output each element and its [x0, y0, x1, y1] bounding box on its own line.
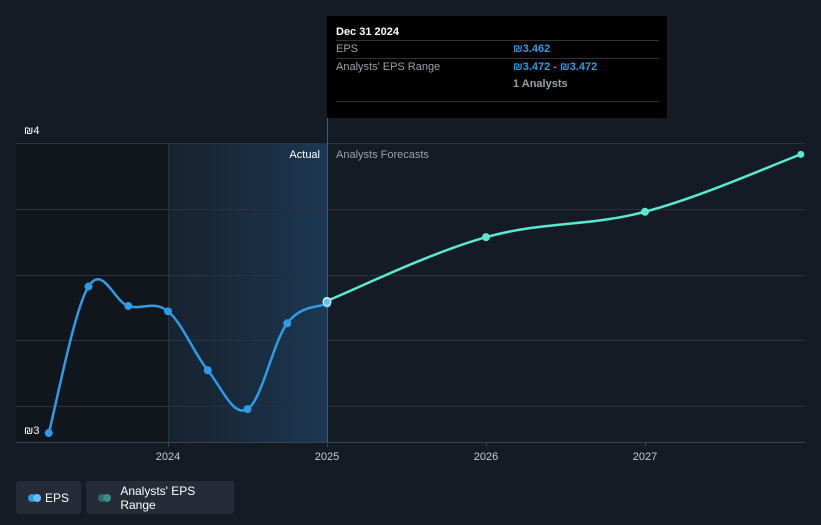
tooltip-eps-label: EPS — [336, 43, 359, 55]
y-tick-label: ₪4 — [24, 125, 39, 137]
forecast-line — [325, 153, 803, 303]
hover-tooltip: Dec 31 2024 EPS ₪3.462 Analysts' EPS Ran… — [327, 16, 667, 118]
tooltip-date: Dec 31 2024 — [336, 26, 399, 38]
x-tick-label: 2026 — [474, 451, 498, 463]
actual-label: Actual — [289, 149, 320, 161]
past-region — [16, 143, 168, 442]
legend-range-label: Analysts' EPS Range — [120, 483, 196, 512]
range-legend-icon — [98, 493, 112, 502]
x-tick-label: 2025 — [315, 451, 339, 463]
tooltip-range-label: Analysts' EPS Range — [336, 61, 441, 73]
eps-point — [164, 307, 172, 316]
tooltip-analysts-row: 1 Analysts — [336, 76, 659, 93]
eps-legend-icon — [28, 493, 41, 502]
forecast-point — [482, 233, 490, 242]
y-tick-label: ₪3 — [24, 425, 39, 437]
tooltip-divider — [336, 101, 659, 102]
tooltip-range-row: Analysts' EPS Range ₪3.472 - ₪3.472 — [336, 58, 659, 76]
eps-point — [84, 282, 93, 291]
tooltip-analysts-count: 1 Analysts — [513, 78, 568, 90]
actual-region — [168, 143, 327, 442]
eps-point — [203, 366, 212, 375]
x-tick-label: 2027 — [633, 451, 657, 463]
tooltip-eps-value: ₪3.462 — [513, 43, 551, 55]
tooltip-range-value: ₪3.472 - ₪3.472 — [513, 61, 598, 73]
forecast-label: Analysts Forecasts — [336, 149, 429, 161]
tooltip-eps-row: EPS ₪3.462 — [336, 40, 659, 58]
eps-point — [124, 301, 133, 310]
hover-marker — [322, 297, 332, 307]
eps-point — [44, 429, 53, 438]
eps-point — [283, 319, 292, 328]
forecast-point — [797, 150, 805, 158]
eps-point — [243, 405, 252, 414]
forecast-point — [641, 207, 649, 216]
x-tick-label: 2024 — [156, 451, 180, 463]
legend-eps[interactable]: EPS — [16, 481, 81, 514]
legend-eps-label: EPS — [44, 490, 69, 505]
legend-analysts-range[interactable]: Analysts' EPS Range — [86, 481, 234, 514]
